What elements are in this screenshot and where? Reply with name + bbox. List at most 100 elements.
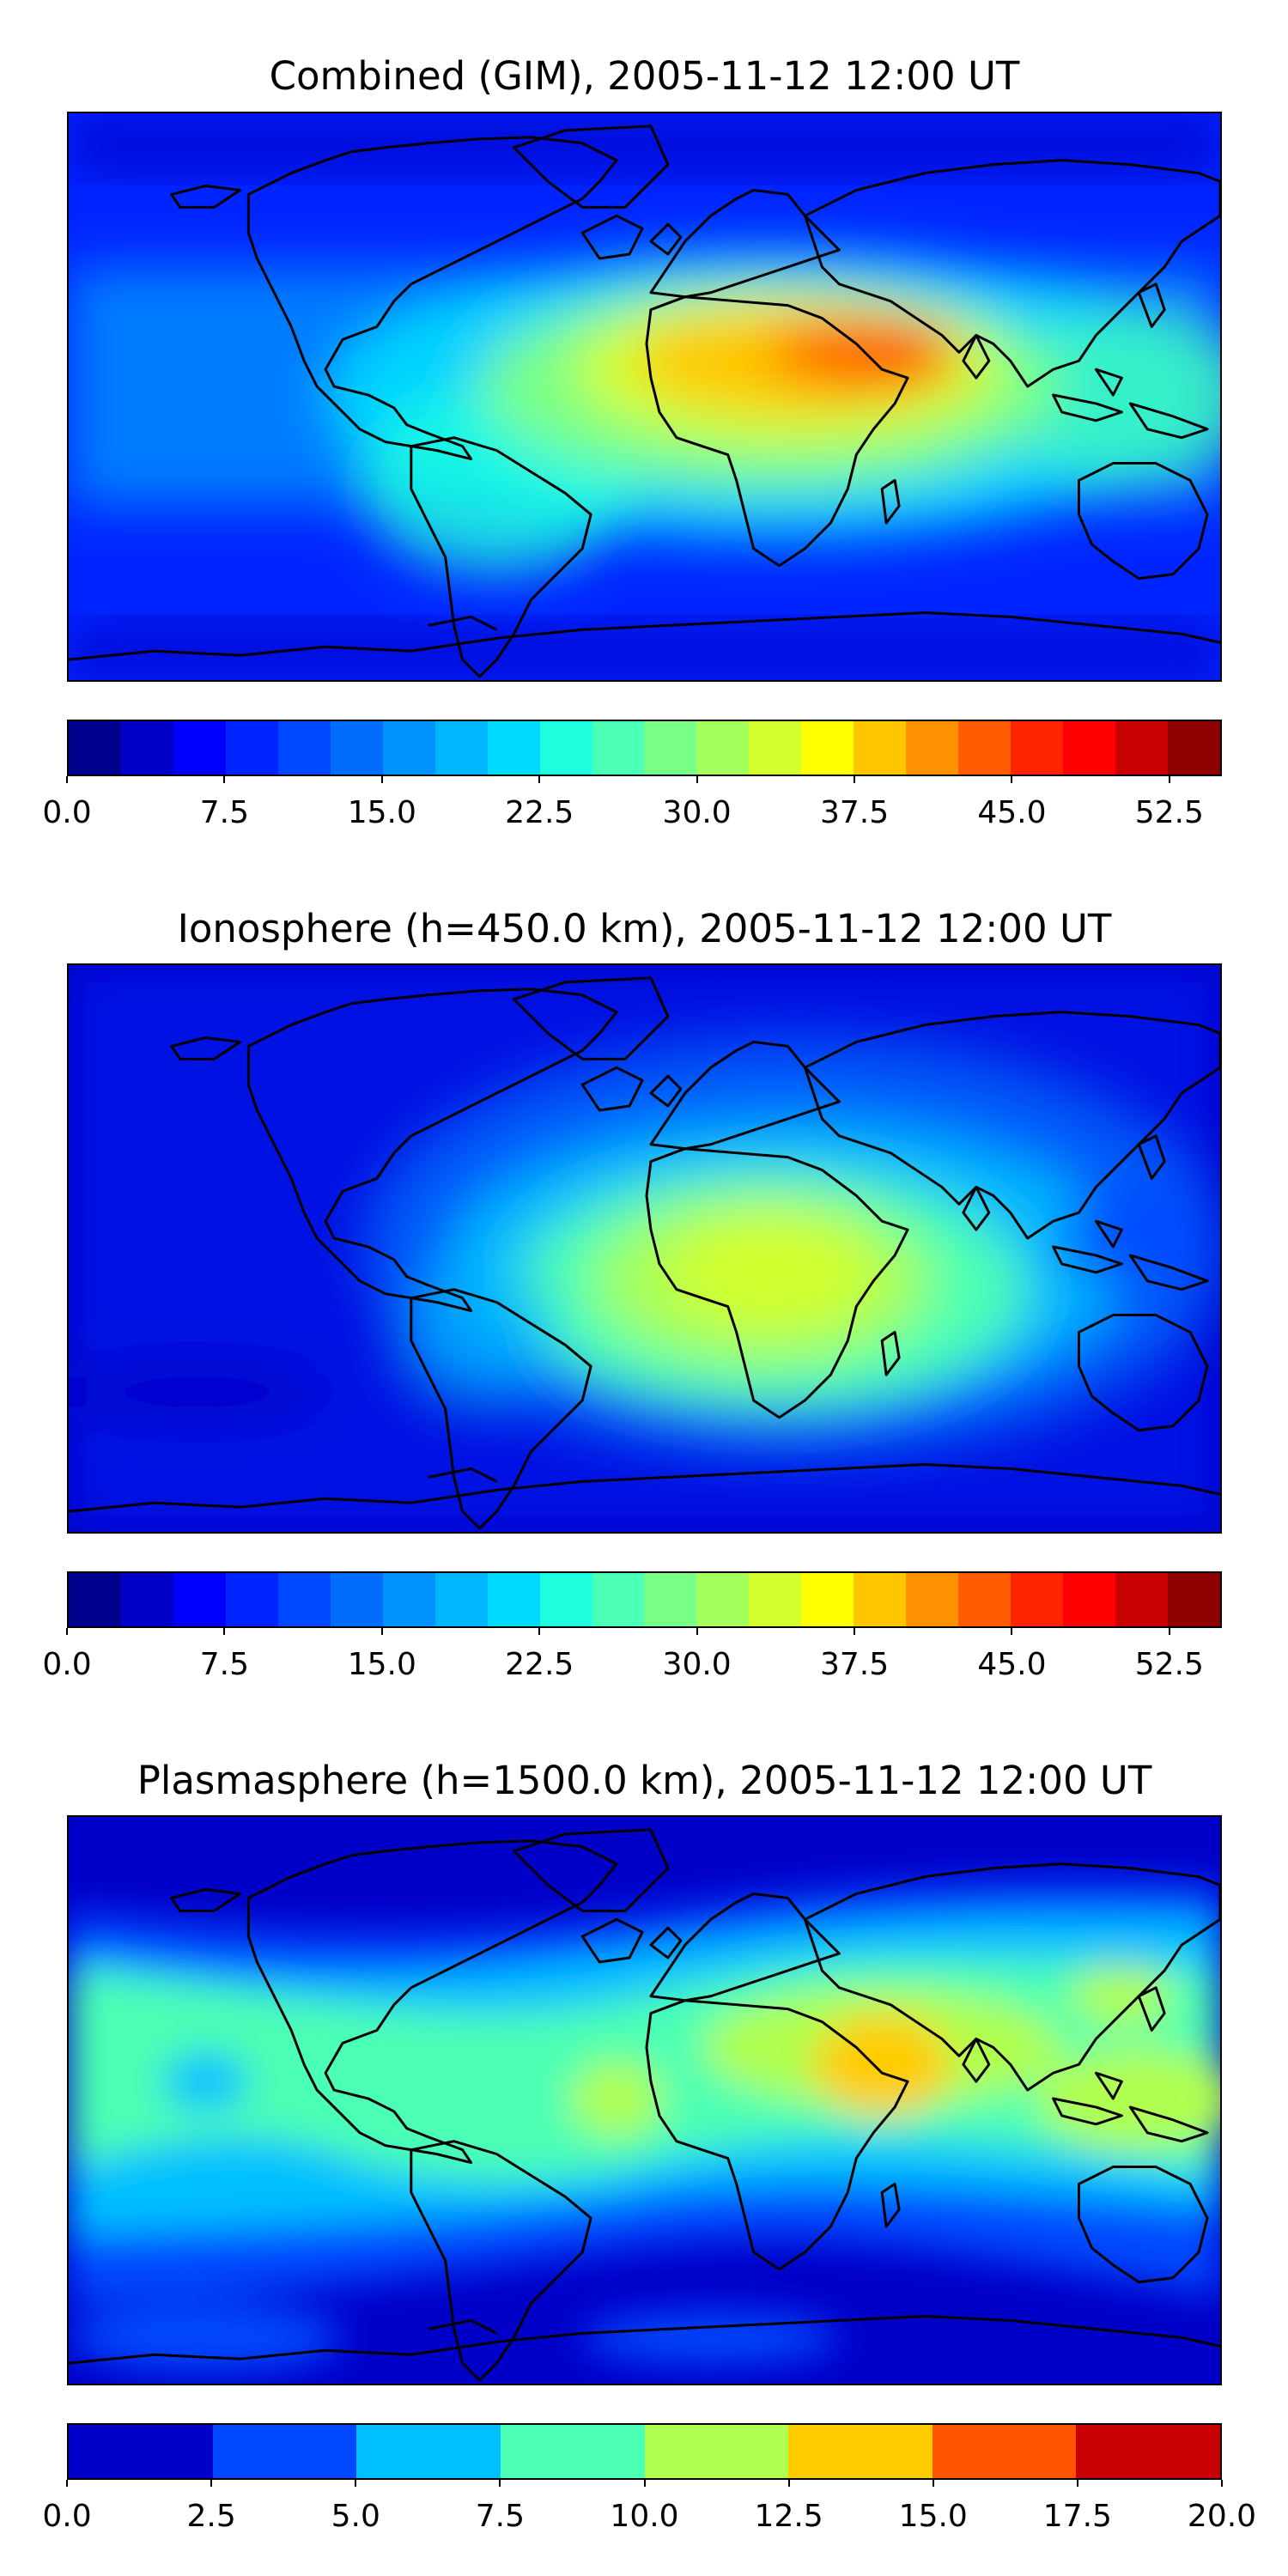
colorbar-segment	[434, 1573, 488, 1626]
colorbar-segment	[1168, 721, 1220, 775]
colorbar-tick	[66, 1628, 68, 1635]
colorbar-segment	[487, 1573, 540, 1626]
colorbar-tick	[787, 2480, 790, 2487]
panel-title-plasmasphere: Plasmasphere (h=1500.0 km), 2005-11-12 1…	[137, 1758, 1152, 1803]
colorbar-ionosphere	[67, 1571, 1222, 1628]
colorbar-tick	[223, 1628, 226, 1635]
colorbar-segment	[1063, 1573, 1116, 1626]
colorbar-segment	[500, 2425, 645, 2478]
colorbar-segment	[173, 721, 226, 775]
colorbar-tick-label: 52.5	[1134, 1647, 1204, 1682]
colorbar-segment	[225, 721, 278, 775]
colorbar-tick	[1168, 1628, 1170, 1635]
colorbar-tick-label: 15.0	[898, 2499, 968, 2534]
colorbar-segment	[434, 721, 488, 775]
colorbar-segment	[69, 721, 121, 775]
colorbar-tick-label: 37.5	[819, 795, 890, 830]
colorbar-combined	[67, 720, 1222, 776]
colorbar-tick	[380, 1628, 383, 1635]
colorbar-tick	[1168, 776, 1170, 783]
colorbar-segment	[356, 2425, 501, 2478]
colorbar-segment	[1168, 1573, 1220, 1626]
colorbar-tick-label: 12.5	[754, 2499, 823, 2534]
colorbar-tick-label: 10.0	[610, 2499, 679, 2534]
colorbar-segment	[487, 721, 540, 775]
colorbar-tick-label: 7.5	[475, 2499, 526, 2534]
colorbar-tick	[932, 2480, 934, 2487]
colorbar-tick-label: 22.5	[505, 1647, 574, 1682]
colorbar-segment	[958, 721, 1012, 775]
colorbar-segment	[906, 721, 959, 775]
colorbar-tick-label: 17.5	[1042, 2499, 1112, 2534]
colorbar-tick-label: 0.0	[42, 1647, 92, 1682]
colorbar-tick	[223, 776, 226, 783]
colorbar-tick	[854, 776, 856, 783]
colorbar-segment	[749, 721, 802, 775]
colorbar-segment	[382, 1573, 435, 1626]
colorbar-tick	[538, 776, 541, 783]
colorbar-tick	[210, 2480, 213, 2487]
colorbar-tick	[66, 776, 68, 783]
colorbar-segment	[696, 1573, 750, 1626]
colorbar-segment	[801, 721, 854, 775]
colorbar-segment	[173, 1573, 226, 1626]
colorbar-segment	[592, 721, 645, 775]
colorbar-tick-label: 7.5	[199, 795, 250, 830]
colorbar-segment	[696, 721, 750, 775]
colorbar-segment	[801, 1573, 854, 1626]
colorbar-tick	[66, 2480, 68, 2487]
colorbar-segment	[277, 721, 331, 775]
colorbar-segment	[788, 2425, 933, 2478]
colorbar-segment	[539, 721, 592, 775]
colorbar-tick-label: 37.5	[819, 1647, 890, 1682]
colorbar-tick-label: 22.5	[505, 795, 574, 830]
colorbar-segment	[1011, 1573, 1064, 1626]
map-combined	[67, 112, 1222, 682]
panel-title-ionosphere: Ionosphere (h=450.0 km), 2005-11-12 12:0…	[177, 906, 1112, 951]
colorbar-segment	[1011, 721, 1064, 775]
colorbar-tick	[538, 1628, 541, 1635]
colorbar-tick-label: 5.0	[331, 2499, 380, 2534]
colorbar-segment	[382, 721, 435, 775]
colorbar-tick-label: 15.0	[347, 795, 416, 830]
colorbar-segment	[644, 1573, 697, 1626]
colorbar-tick-label: 15.0	[347, 1647, 416, 1682]
colorbar-segment	[854, 721, 907, 775]
colorbar-tick	[643, 2480, 646, 2487]
colorbar-tick-label: 7.5	[199, 1647, 250, 1682]
colorbar-segment	[225, 1573, 278, 1626]
colorbar-tick-label: 45.0	[977, 795, 1047, 830]
colorbar-tick-label: 20.0	[1187, 2499, 1257, 2534]
colorbar-ticks-combined: 0.0 7.5 15.0 22.5 30.0 37.5 45.0 52.5	[42, 776, 1222, 830]
heatmap-ionosphere	[69, 965, 1220, 1532]
colorbar-segment	[330, 721, 383, 775]
colorbar-segment	[1115, 721, 1169, 775]
colorbar-segment	[212, 2425, 357, 2478]
colorbar-tick	[1011, 776, 1013, 783]
colorbar-segment	[120, 1573, 173, 1626]
colorbar-segment	[906, 1573, 959, 1626]
colorbar-tick	[696, 1628, 698, 1635]
colorbar-tick	[355, 2480, 357, 2487]
colorbar-segment	[69, 2425, 213, 2478]
colorbar-tick-label: 0.0	[42, 2499, 92, 2534]
colorbar-tick-label: 30.0	[662, 795, 732, 830]
colorbar-plasmasphere	[67, 2423, 1222, 2480]
colorbar-segment	[120, 721, 173, 775]
panel-title-combined: Combined (GIM), 2005-11-12 12:00 UT	[269, 53, 1020, 99]
colorbar-segment	[330, 1573, 383, 1626]
colorbar-ticks-plasmasphere: 0.0 2.5 5.0 7.5 10.0 12.5 15.0 17.5 20.0	[42, 2480, 1256, 2534]
colorbar-segment	[1076, 2425, 1220, 2478]
colorbar-segment	[958, 1573, 1012, 1626]
colorbar-segment	[644, 721, 697, 775]
colorbar-segment	[1115, 1573, 1169, 1626]
colorbar-tick	[696, 776, 698, 783]
colorbar-tick-label: 30.0	[662, 1647, 732, 1682]
colorbar-ticks-ionosphere: 0.0 7.5 15.0 22.5 30.0 37.5 45.0 52.5	[42, 1628, 1222, 1682]
colorbar-tick-label: 2.5	[186, 2499, 236, 2534]
colorbar-segment	[644, 2425, 789, 2478]
heatmap-plasmasphere	[69, 1817, 1220, 2384]
map-ionosphere	[67, 963, 1222, 1534]
colorbar-tick	[1076, 2480, 1078, 2487]
colorbar-tick	[1221, 2480, 1223, 2487]
